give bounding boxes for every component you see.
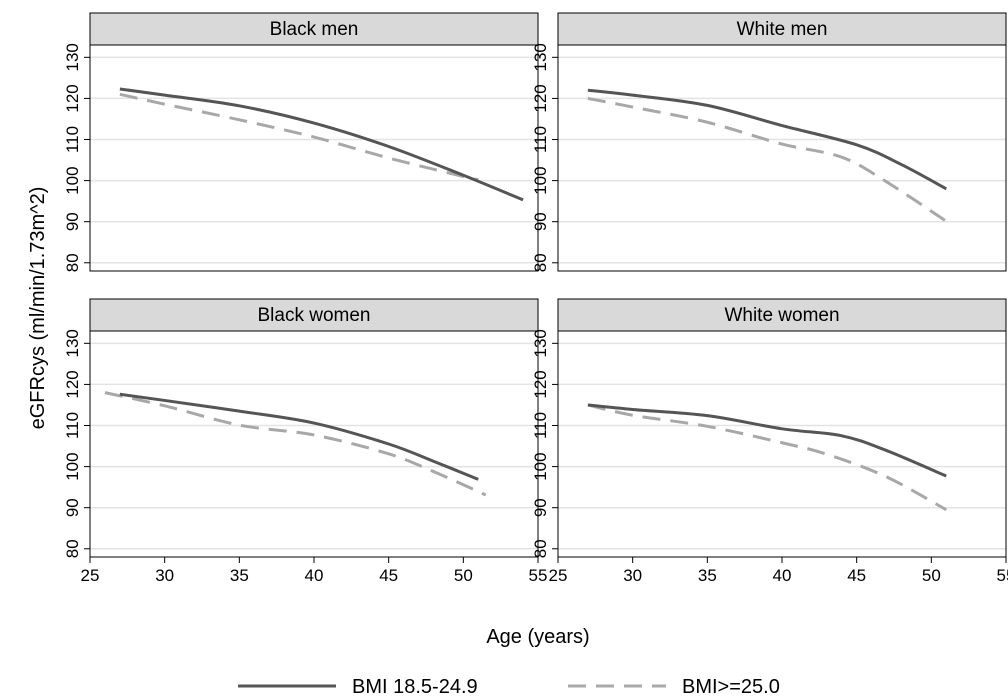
x-tick-label-25: 25	[81, 566, 100, 585]
x-tick-label-35: 35	[230, 566, 249, 585]
y-tick-label-120: 120	[63, 84, 82, 112]
strip-title-black-women: Black women	[258, 305, 371, 326]
y-tick-label-80: 80	[531, 539, 550, 558]
x-tick-label-35: 35	[698, 566, 717, 585]
y-tick-label-90: 90	[531, 212, 550, 231]
series-line-black-women-bmi-normal	[119, 392, 479, 481]
y-tick-label-100: 100	[63, 452, 82, 480]
y-tick-label-120: 120	[63, 370, 82, 398]
x-tick-label-40: 40	[773, 566, 792, 585]
panel-white-men: White men 80 90 100 110 120 130	[531, 12, 1007, 272]
x-tick-label-50: 50	[454, 566, 473, 585]
y-tick-label-80: 80	[531, 253, 550, 272]
y-tick-label-120: 120	[531, 84, 550, 112]
plot-frame-black-women	[89, 330, 539, 558]
y-tick-label-120: 120	[531, 370, 550, 398]
x-axis-title: Age (years)	[486, 626, 589, 648]
strip-title-black-men: Black men	[270, 19, 359, 40]
y-tick-label-110: 110	[531, 412, 550, 439]
y-tick-label-90: 90	[531, 498, 550, 517]
x-tick-label-55: 55	[529, 566, 548, 585]
y-tick-label-130: 130	[63, 43, 82, 71]
x-tick-label-50: 50	[922, 566, 941, 585]
x-tick-label-45: 45	[847, 566, 866, 585]
series-line-white-women-bmi-overweight	[587, 403, 947, 512]
legend-label-bmi-normal: BMI 18.5-24.9	[352, 676, 478, 697]
y-tick-label-100: 100	[531, 166, 550, 194]
y-tick-label-100: 100	[63, 166, 82, 194]
series-line-black-men-bmi-normal	[119, 87, 524, 202]
y-tick-label-130: 130	[531, 43, 550, 71]
strip-title-white-women: White women	[724, 305, 839, 326]
legend-label-bmi-overweight: BMI>=25.0	[682, 676, 780, 697]
y-tick-label-130: 130	[531, 329, 550, 357]
plot-frame-black-men	[89, 44, 539, 272]
y-tick-label-100: 100	[531, 452, 550, 480]
x-tick-label-55: 55	[997, 566, 1008, 585]
x-tick-label-30: 30	[623, 566, 642, 585]
y-tick-label-110: 110	[531, 126, 550, 153]
y-tick-label-80: 80	[63, 253, 82, 272]
strip-title-white-men: White men	[737, 19, 828, 40]
y-axis-title: eGFRcys (ml/min/1.73m^2)	[27, 187, 49, 430]
panel-black-men: Black men 80 90 100 110 120 130	[63, 12, 539, 272]
y-tick-label-110: 110	[63, 412, 82, 439]
x-tick-label-45: 45	[379, 566, 398, 585]
x-tick-label-25: 25	[549, 566, 568, 585]
plot-frame-white-men	[557, 44, 1007, 272]
series-line-black-men-bmi-overweight	[119, 92, 479, 182]
legend: BMI 18.5-24.9 BMI>=25.0	[238, 676, 780, 697]
panels-layer: Black men 80 90 100 110 120 130 White men 80 90 10…	[63, 12, 1008, 585]
y-tick-label-90: 90	[63, 498, 82, 517]
strip-black-men	[89, 12, 539, 46]
series-line-white-men-bmi-overweight	[587, 96, 948, 223]
panel-white-women: White women 80 90 100 110 120 130 25 30 35 40 45 50 5…	[531, 298, 1008, 585]
x-tick-label-30: 30	[155, 566, 174, 585]
series-line-white-men-bmi-normal	[587, 88, 947, 191]
y-tick-label-80: 80	[63, 539, 82, 558]
series-line-black-women-bmi-overweight	[104, 391, 487, 497]
y-tick-label-130: 130	[63, 329, 82, 357]
panel-black-women: Black women 80 90 100 110 120 130 25 30 35 40 45 50 5…	[63, 298, 548, 585]
series-line-white-women-bmi-normal	[587, 403, 947, 478]
x-tick-label-40: 40	[305, 566, 324, 585]
y-tick-label-90: 90	[63, 212, 82, 231]
strip-white-men	[557, 12, 1007, 46]
strip-white-women	[557, 298, 1007, 332]
y-tick-label-110: 110	[63, 126, 82, 153]
